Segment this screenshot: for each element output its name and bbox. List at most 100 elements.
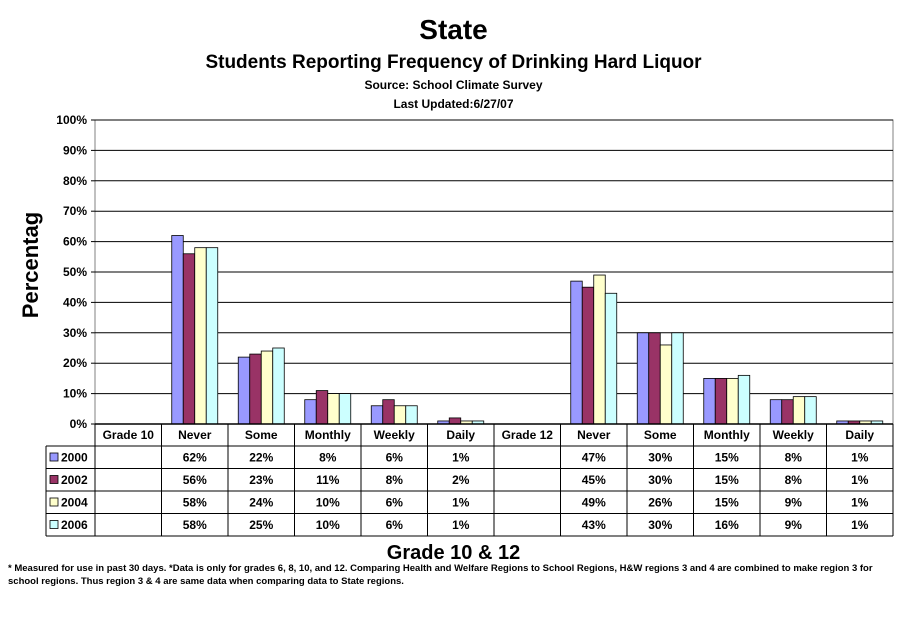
- data-label: 30%: [648, 451, 672, 465]
- y-tick-label: 100%: [56, 113, 87, 127]
- data-label: 56%: [183, 473, 207, 487]
- bar: [570, 280, 583, 425]
- data-label: 43%: [582, 518, 606, 532]
- y-tick-label: 20%: [63, 356, 87, 370]
- bar: [205, 247, 219, 425]
- data-label: 1%: [851, 518, 869, 532]
- x-category-label: Grade 12: [502, 428, 554, 442]
- chart-source: Source: School Climate Survey: [364, 78, 543, 92]
- bar: [393, 405, 407, 425]
- x-category-label: Monthly: [305, 428, 351, 442]
- bar: [237, 356, 251, 425]
- bar: [182, 253, 196, 425]
- x-category-label: Weekly: [773, 428, 814, 442]
- x-category-label: Some: [644, 428, 677, 442]
- bar: [171, 235, 184, 425]
- data-label: 49%: [582, 496, 606, 510]
- bar: [737, 374, 751, 425]
- x-category-label: Weekly: [374, 428, 415, 442]
- data-label: 1%: [452, 451, 470, 465]
- y-axis-label: Percentag: [18, 211, 43, 319]
- data-label: 6%: [386, 518, 404, 532]
- data-label: 1%: [851, 451, 869, 465]
- bar: [194, 247, 207, 425]
- bar: [604, 292, 618, 425]
- data-label: 58%: [183, 518, 207, 532]
- x-category-label: Grade 10: [103, 428, 155, 442]
- data-label: 62%: [183, 451, 207, 465]
- bar: [769, 399, 783, 425]
- data-label: 47%: [582, 451, 606, 465]
- y-tick-label: 30%: [63, 326, 87, 340]
- x-category-label: Monthly: [704, 428, 750, 442]
- y-tick-label: 10%: [63, 387, 87, 401]
- data-label: 6%: [386, 451, 404, 465]
- data-label: 8%: [386, 473, 404, 487]
- last-updated: Last Updated:6/27/07: [393, 97, 514, 111]
- y-tick-label: 90%: [63, 143, 87, 157]
- bar: [249, 353, 262, 425]
- data-label: 58%: [183, 496, 207, 510]
- data-label: 8%: [319, 451, 337, 465]
- y-tick-label: 40%: [63, 295, 87, 309]
- chart-title: State: [419, 14, 488, 45]
- legend-label: 2002: [61, 473, 88, 487]
- legend-key: [49, 520, 59, 529]
- bar: [315, 390, 329, 425]
- legend-label: 2004: [61, 496, 88, 510]
- bar: [448, 417, 462, 425]
- bar: [382, 399, 395, 425]
- data-label: 1%: [452, 518, 470, 532]
- data-label: 9%: [785, 518, 803, 532]
- data-label: 15%: [715, 473, 739, 487]
- bar: [370, 405, 384, 425]
- legend-label: 2006: [61, 518, 88, 532]
- x-category-label: Daily: [845, 428, 874, 442]
- bar: [648, 332, 661, 425]
- data-label: 25%: [249, 518, 273, 532]
- data-label: 10%: [316, 496, 340, 510]
- x-category-label: Daily: [446, 428, 475, 442]
- bar: [804, 396, 817, 425]
- legend-label: 2000: [61, 451, 88, 465]
- data-label: 6%: [386, 496, 404, 510]
- data-label: 15%: [715, 496, 739, 510]
- bar: [703, 377, 716, 425]
- footnote: * Measured for use in past 30 days. *Dat…: [8, 563, 873, 587]
- y-tick-label: 0%: [70, 417, 88, 431]
- bar: [659, 344, 673, 425]
- data-label: 10%: [316, 518, 340, 532]
- bar: [405, 405, 418, 425]
- legend-key: [49, 497, 59, 507]
- data-label: 11%: [316, 473, 340, 487]
- legend-key: [49, 475, 59, 484]
- bar: [726, 377, 739, 425]
- bar: [581, 286, 595, 425]
- data-label: 22%: [249, 451, 273, 465]
- data-label: 23%: [249, 473, 273, 487]
- bar: [714, 377, 728, 425]
- data-label: 8%: [785, 473, 803, 487]
- data-label: 24%: [249, 496, 273, 510]
- x-category-label: Never: [178, 428, 212, 442]
- data-label: 8%: [785, 451, 803, 465]
- bar: [792, 396, 806, 425]
- bar: [781, 399, 794, 425]
- data-label: 30%: [648, 518, 672, 532]
- x-category-label: Never: [577, 428, 611, 442]
- bar: [338, 393, 352, 425]
- data-label: 30%: [648, 473, 672, 487]
- data-label: 9%: [785, 496, 803, 510]
- bar: [671, 332, 684, 425]
- y-tick-label: 50%: [63, 265, 87, 279]
- data-label: 1%: [851, 496, 869, 510]
- y-tick-label: 60%: [63, 235, 87, 249]
- data-label: 26%: [648, 496, 672, 510]
- data-label: 45%: [582, 473, 606, 487]
- bar: [327, 393, 340, 425]
- y-tick-label: 70%: [63, 204, 87, 218]
- data-label: 16%: [715, 518, 739, 532]
- data-label: 1%: [452, 496, 470, 510]
- bar: [593, 274, 606, 425]
